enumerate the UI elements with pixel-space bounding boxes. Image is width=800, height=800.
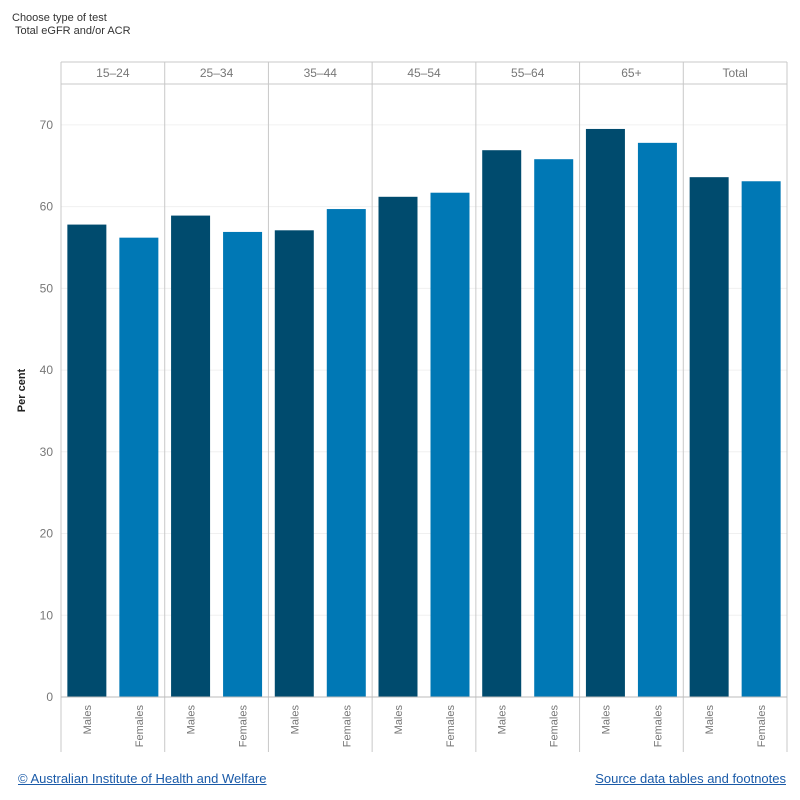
bar-males xyxy=(378,196,418,698)
category-label: Females xyxy=(341,705,353,748)
group-label: 45–54 xyxy=(407,66,441,80)
category-label: Males xyxy=(704,705,716,735)
bar-chart: 15–24 25–34 35–44 45–54 55–64 65+ Total 0 10 20 30… xyxy=(16,61,788,752)
y-tick-label: 70 xyxy=(40,118,54,132)
y-tick-label: 50 xyxy=(40,281,54,295)
bar-females xyxy=(430,192,470,698)
y-tick-label: 0 xyxy=(46,690,53,704)
group-label: 35–44 xyxy=(304,66,338,80)
category-label: Females xyxy=(238,705,250,748)
category-label: Males xyxy=(497,705,509,735)
bar-males xyxy=(585,128,625,697)
bar-males xyxy=(171,215,211,697)
filter-label: Choose type of test xyxy=(12,12,107,24)
y-tick-label: 60 xyxy=(40,200,54,214)
category-label: Males xyxy=(600,705,612,735)
bar-females xyxy=(119,237,159,697)
copyright-link[interactable]: © Australian Institute of Health and Wel… xyxy=(18,771,267,786)
category-label: Females xyxy=(445,705,457,748)
group-label: 55–64 xyxy=(511,66,545,80)
test-type-filter[interactable]: Choose type of test Total eGFR and/or AC… xyxy=(12,12,131,38)
y-tick-label: 10 xyxy=(40,608,54,622)
group-label: Total xyxy=(722,66,747,80)
category-label: Females xyxy=(549,705,561,748)
y-axis-label: Per cent xyxy=(16,368,28,412)
source-data-link[interactable]: Source data tables and footnotes xyxy=(595,771,786,786)
filter-value[interactable]: Total eGFR and/or ACR xyxy=(15,25,131,37)
bar-females xyxy=(741,181,781,697)
y-tick-label: 30 xyxy=(40,445,54,459)
category-label: Females xyxy=(652,705,664,748)
bar-males xyxy=(689,177,729,697)
bar-males xyxy=(482,150,522,698)
y-tick-label: 40 xyxy=(40,363,54,377)
bar-females xyxy=(534,159,574,697)
y-tick-label: 20 xyxy=(40,527,54,541)
bar-females xyxy=(326,209,366,697)
bar-males xyxy=(67,224,107,697)
group-label: 15–24 xyxy=(96,66,130,80)
category-label: Males xyxy=(289,705,301,735)
bar-females xyxy=(637,142,677,697)
bar-females xyxy=(223,231,263,698)
group-label: 25–34 xyxy=(200,66,234,80)
category-label: Females xyxy=(134,705,146,748)
category-label: Males xyxy=(186,705,198,735)
group-label: 65+ xyxy=(621,66,641,80)
category-label: Males xyxy=(393,705,405,735)
category-label: Males xyxy=(82,705,94,735)
category-label: Females xyxy=(756,705,768,748)
bar-males xyxy=(274,230,314,697)
